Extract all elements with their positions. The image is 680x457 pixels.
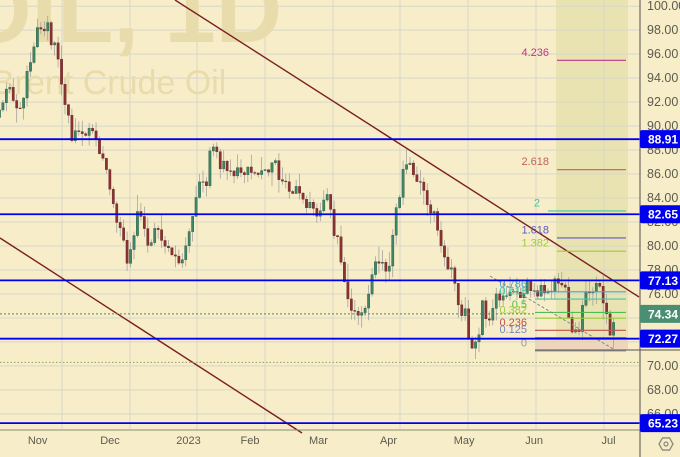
svg-text:0.618: 0.618 <box>499 286 527 298</box>
svg-text:96.00: 96.00 <box>647 47 678 61</box>
svg-text:86.00: 86.00 <box>647 167 678 181</box>
svg-text:72.27: 72.27 <box>648 332 678 346</box>
svg-text:Nov: Nov <box>28 435 48 447</box>
svg-text:88.91: 88.91 <box>648 133 678 147</box>
svg-text:Jun: Jun <box>525 435 543 447</box>
svg-text:74.34: 74.34 <box>648 307 678 321</box>
svg-text:Mar: Mar <box>309 435 328 447</box>
svg-text:Dec: Dec <box>100 435 120 447</box>
svg-text:Jul: Jul <box>601 435 615 447</box>
svg-text:Feb: Feb <box>241 435 260 447</box>
svg-text:2023: 2023 <box>176 435 200 447</box>
svg-text:68.00: 68.00 <box>647 383 678 397</box>
svg-text:94.00: 94.00 <box>647 71 678 85</box>
svg-text:80.00: 80.00 <box>647 239 678 253</box>
svg-text:84.00: 84.00 <box>647 191 678 205</box>
svg-text:1.382: 1.382 <box>521 238 549 250</box>
svg-text:70.00: 70.00 <box>647 359 678 373</box>
svg-text:OIL, 1D: OIL, 1D <box>0 0 282 62</box>
svg-text:0.382: 0.382 <box>499 305 527 317</box>
svg-text:1.618: 1.618 <box>521 224 549 236</box>
svg-text:2: 2 <box>534 197 540 209</box>
svg-text:0.125: 0.125 <box>499 324 527 336</box>
svg-text:Brent Crude Oil: Brent Crude Oil <box>0 64 226 102</box>
svg-text:2.618: 2.618 <box>521 156 549 168</box>
svg-text:98.00: 98.00 <box>647 23 678 37</box>
svg-text:100.00: 100.00 <box>647 0 680 13</box>
svg-text:65.23: 65.23 <box>648 417 678 431</box>
svg-text:May: May <box>454 435 475 447</box>
svg-text:77.13: 77.13 <box>648 274 678 288</box>
svg-text:4.236: 4.236 <box>521 47 549 59</box>
svg-text:82.65: 82.65 <box>648 208 678 222</box>
svg-text:92.00: 92.00 <box>647 95 678 109</box>
svg-text:Apr: Apr <box>380 435 397 447</box>
